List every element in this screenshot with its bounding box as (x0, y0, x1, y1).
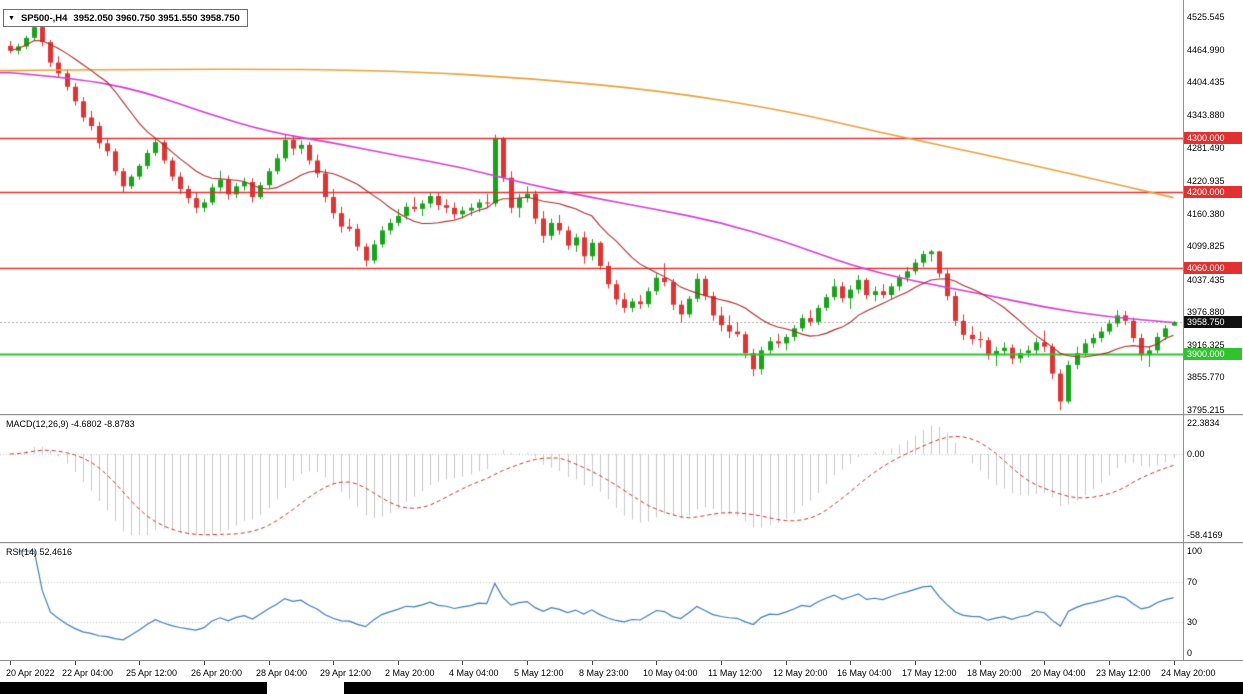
taskbar-item[interactable] (267, 682, 344, 694)
price-axis-label: 4037.435 (1187, 274, 1225, 285)
time-axis-label: 4 May 04:00 (449, 668, 499, 678)
time-axis-tick (10, 661, 11, 665)
time-axis-tick (592, 661, 593, 665)
time-axis-tick (527, 661, 528, 665)
price-axis-label: 3855.770 (1187, 372, 1225, 383)
rsi-name: RSI(14) (6, 547, 38, 557)
time-axis-tick (462, 661, 463, 665)
price-axis-border (1183, 0, 1184, 661)
price-axis-label: 4160.380 (1187, 208, 1225, 219)
macd-name: MACD(12,26,9) (6, 419, 69, 429)
price-axis-label: 3976.880 (1187, 307, 1225, 318)
rsi-axis-label: 30 (1187, 617, 1198, 628)
price-axis-label: 4281.490 (1187, 143, 1225, 154)
rsi-chart-canvas[interactable] (0, 544, 1183, 660)
time-axis-border (0, 660, 1243, 661)
time-axis-label: 28 Apr 04:00 (256, 668, 308, 678)
time-axis-label: 10 May 04:00 (643, 668, 698, 678)
time-axis-tick (204, 661, 205, 665)
price-axis-label: 4404.435 (1187, 77, 1225, 88)
time-axis-label: 18 May 20:00 (967, 668, 1022, 678)
time-axis-label: 29 Apr 12:00 (320, 668, 372, 678)
price-axis-label: 4343.880 (1187, 109, 1225, 120)
time-axis-tick (786, 661, 787, 665)
price-axis-label: 3795.215 (1187, 405, 1225, 415)
macd-axis-label: -58.4169 (1187, 530, 1223, 540)
time-axis-tick (721, 661, 722, 665)
rsi-value: 52.4616 (39, 547, 73, 557)
time-axis-label: 11 May 12:00 (708, 668, 762, 678)
taskbar (0, 682, 1243, 694)
time-axis-tick (915, 661, 916, 665)
time-axis-label: 20 Apr 2022 (6, 668, 55, 678)
collapse-arrow-icon[interactable]: ▼ (8, 14, 15, 22)
time-axis-tick (980, 661, 981, 665)
time-axis-tick (139, 661, 140, 665)
time-axis-tick (850, 661, 851, 665)
time-axis-label: 12 May 20:00 (773, 668, 828, 678)
time-axis-tick (398, 661, 399, 665)
panel-separator-rsi[interactable] (0, 542, 1243, 544)
price-axis-label: 4464.990 (1187, 44, 1225, 55)
price-axis-label: 4220.935 (1187, 175, 1225, 186)
time-axis-label: 24 May 20:00 (1161, 668, 1216, 678)
time-axis-tick (75, 661, 76, 665)
time-axis-label: 2 May 20:00 (385, 668, 435, 678)
price-level-badge[interactable]: 4060.000 (1184, 261, 1242, 274)
time-axis-label: 17 May 12:00 (902, 668, 957, 678)
time-axis-label: 5 May 12:00 (514, 668, 564, 678)
time-axis-label: 8 May 23:00 (579, 668, 629, 678)
price-level-badge[interactable]: 4300.000 (1184, 132, 1242, 145)
macd-values: -4.6802 -8.8783 (71, 419, 135, 429)
rsi-axis-label: 100 (1187, 546, 1203, 556)
rsi-axis-label: 70 (1187, 576, 1198, 587)
macd-indicator-label: MACD(12,26,9) -4.6802 -8.8783 (6, 419, 135, 429)
price-axis-label: 3916.325 (1187, 339, 1225, 350)
time-axis-tick (1109, 661, 1110, 665)
time-axis-tick (269, 661, 270, 665)
time-axis-tick (1044, 661, 1045, 665)
chart-title-box[interactable]: ▼ SP500-,H4 3952.050 3960.750 3951.550 3… (3, 9, 248, 27)
time-axis-label: 23 May 12:00 (1096, 668, 1151, 678)
rsi-axis-label: 0 (1187, 648, 1193, 658)
chart-symbol-period: SP500-,H4 (20, 12, 68, 24)
rsi-indicator-label: RSI(14) 52.4616 (6, 547, 72, 557)
macd-chart-canvas[interactable] (0, 416, 1183, 542)
chart-ohlc-values: 3952.050 3960.750 3951.550 3958.750 (73, 12, 240, 24)
current-price-badge: 3958.750 (1184, 316, 1242, 329)
time-axis-label: 25 Apr 12:00 (126, 668, 178, 678)
panel-separator-macd[interactable] (0, 414, 1243, 416)
price-axis-label: 4099.825 (1187, 241, 1225, 252)
time-axis-tick (1174, 661, 1175, 665)
time-axis-tick (656, 661, 657, 665)
time-axis-tick (333, 661, 334, 665)
time-axis-label: 16 May 04:00 (837, 668, 892, 678)
time-axis-label: 22 Apr 04:00 (62, 668, 114, 678)
price-axis-label: 4525.545 (1187, 12, 1225, 23)
price-chart-canvas[interactable] (0, 0, 1183, 414)
macd-axis-label: 0.00 (1187, 449, 1205, 460)
price-level-badge[interactable]: 4200.000 (1184, 186, 1242, 199)
price-level-badge[interactable]: 3900.000 (1184, 347, 1242, 360)
macd-axis-label: 22.3834 (1187, 418, 1220, 428)
time-axis-label: 20 May 04:00 (1031, 668, 1086, 678)
time-axis-label: 26 Apr 20:00 (191, 668, 243, 678)
